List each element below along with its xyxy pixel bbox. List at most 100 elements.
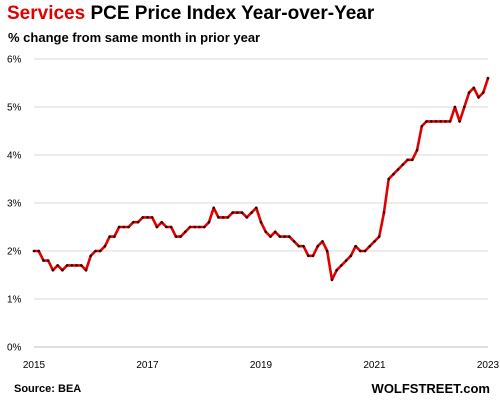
- data-point: [411, 158, 414, 162]
- data-point: [42, 259, 45, 262]
- data-point: [363, 249, 367, 253]
- data-point: [396, 168, 400, 171]
- data-point: [415, 148, 419, 152]
- data-point: [127, 225, 130, 229]
- data-point: [373, 240, 376, 243]
- data-point: [425, 120, 428, 123]
- data-point: [288, 235, 291, 238]
- data-point: [103, 244, 107, 248]
- data-point: [236, 211, 239, 214]
- data-point: [477, 96, 480, 99]
- data-point: [70, 264, 74, 267]
- data-point: [335, 268, 338, 272]
- x-tick-label: 2015: [23, 360, 46, 371]
- data-point: [259, 220, 263, 224]
- x-tick-label: 2017: [136, 360, 159, 371]
- data-point: [212, 206, 216, 210]
- data-point: [377, 235, 381, 238]
- data-point: [472, 86, 476, 90]
- data-point: [344, 259, 348, 262]
- data-point: [108, 235, 111, 238]
- data-point: [240, 211, 244, 214]
- data-point: [61, 268, 64, 272]
- data-point: [98, 249, 102, 253]
- data-point: [448, 120, 452, 123]
- data-point: [316, 244, 320, 248]
- data-point: [321, 240, 324, 243]
- y-tick-label: 6%: [7, 55, 22, 66]
- data-point: [188, 225, 192, 229]
- data-point: [217, 216, 220, 219]
- data-point: [89, 254, 93, 258]
- data-point: [330, 278, 334, 282]
- x-tick-label: 2019: [250, 360, 273, 371]
- data-point: [283, 235, 286, 238]
- data-point: [207, 220, 211, 224]
- data-point: [184, 230, 187, 234]
- data-point: [51, 268, 55, 272]
- data-point: [458, 120, 461, 123]
- data-point: [434, 120, 438, 123]
- data-point: [136, 220, 140, 224]
- data-point: [155, 225, 159, 229]
- data-point: [84, 268, 88, 272]
- data-point: [486, 76, 490, 80]
- data-point: [325, 249, 329, 253]
- data-point: [297, 244, 301, 248]
- y-tick-label: 4%: [7, 151, 22, 162]
- data-point: [65, 264, 69, 267]
- data-point: [122, 225, 126, 229]
- y-tick-label: 5%: [7, 103, 22, 114]
- data-point: [94, 249, 97, 253]
- data-point: [174, 235, 178, 238]
- data-point: [463, 105, 466, 109]
- data-point: [141, 216, 145, 219]
- chart-title-accent: Services: [7, 3, 86, 24]
- y-tick-label: 0%: [7, 343, 22, 354]
- data-point: [231, 211, 234, 214]
- data-point: [117, 225, 121, 229]
- brand-label: WOLFSTREET.com: [371, 381, 490, 396]
- data-point: [202, 225, 206, 229]
- chart-title: Services PCE Price Index Year-over-Year: [7, 3, 374, 25]
- data-point: [165, 225, 168, 229]
- data-point: [273, 230, 277, 234]
- data-point: [278, 235, 282, 238]
- data-point: [429, 120, 433, 123]
- data-point: [481, 91, 485, 94]
- chart-title-rest: PCE Price Index Year-over-Year: [85, 3, 375, 24]
- data-point: [132, 220, 135, 224]
- y-tick-label: 3%: [7, 199, 22, 210]
- data-point: [46, 259, 50, 262]
- data-point: [169, 225, 173, 229]
- data-point: [245, 216, 249, 219]
- data-point: [254, 206, 258, 210]
- data-point: [198, 225, 201, 229]
- data-point: [349, 254, 353, 258]
- data-point: [382, 211, 386, 214]
- x-tick-label: 2023: [477, 360, 500, 371]
- data-point: [264, 230, 268, 234]
- data-point: [467, 91, 471, 94]
- data-point: [193, 225, 197, 229]
- data-point: [221, 216, 225, 219]
- data-point: [306, 254, 310, 258]
- data-point: [453, 105, 457, 109]
- data-point: [406, 158, 409, 162]
- data-point: [392, 172, 395, 176]
- data-point: [37, 249, 41, 253]
- data-point: [311, 254, 315, 258]
- data-point: [113, 235, 116, 238]
- series-line: [32, 76, 490, 282]
- data-point: [250, 211, 253, 214]
- data-point: [292, 240, 296, 243]
- data-point: [368, 244, 372, 248]
- data-point: [359, 249, 362, 253]
- y-tick-label: 1%: [7, 295, 22, 306]
- data-point: [420, 124, 424, 128]
- data-point: [179, 235, 182, 238]
- data-point: [32, 249, 36, 253]
- y-tick-label: 2%: [7, 247, 22, 258]
- data-point: [226, 216, 230, 219]
